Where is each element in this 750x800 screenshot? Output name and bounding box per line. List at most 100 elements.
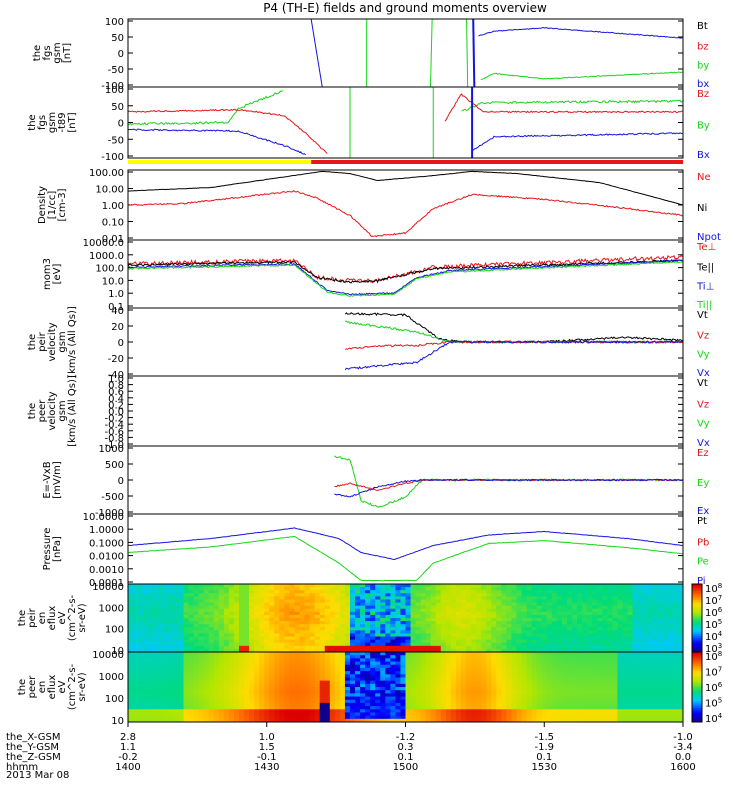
spectrogram-cell	[254, 614, 260, 619]
spectrogram-cell	[501, 658, 508, 663]
spectrogram-cell	[375, 674, 381, 679]
spectrogram-cell	[506, 687, 513, 691]
spectrogram-cell	[264, 614, 270, 619]
spectrogram-cell	[284, 699, 291, 704]
spectrogram-cell	[496, 608, 502, 613]
spectrogram-cell	[622, 648, 629, 652]
spectrogram-cell	[445, 624, 452, 628]
spectrogram-cell	[304, 652, 311, 656]
spectrogram-cell	[319, 652, 326, 656]
spectrogram-cell	[546, 677, 553, 682]
spectrogram-cell	[647, 621, 654, 625]
spectrogram-cell	[496, 590, 502, 594]
spectrogram-cell	[178, 690, 185, 694]
spectrogram-cell	[193, 611, 200, 616]
spectrogram-cell	[329, 611, 336, 616]
spectrogram-cell	[344, 680, 351, 685]
spectrogram-cell	[531, 596, 538, 601]
spectrogram-cell	[455, 636, 462, 641]
spectrogram-cell	[390, 677, 397, 682]
spectrogram-cell	[602, 642, 608, 647]
spectrogram-cell	[264, 715, 270, 720]
spectrogram-cell	[466, 618, 472, 622]
spectrogram-cell	[324, 690, 331, 694]
spectrogram-cell	[218, 630, 225, 635]
spectrogram-cell	[476, 674, 482, 679]
panel-ylabel-line: gsm	[47, 112, 58, 133]
spectrogram-cell	[566, 655, 573, 659]
spectrogram-cell	[289, 687, 296, 691]
spectrogram-cell	[556, 611, 563, 616]
spectrogram-cell	[531, 674, 538, 679]
spectrogram-cell	[536, 652, 543, 656]
legend-entry: bx	[697, 79, 709, 90]
spectrogram-cell	[572, 677, 578, 682]
spectrogram-cell	[455, 605, 462, 610]
spectrogram-cell	[304, 605, 311, 610]
spectrogram-cell	[455, 596, 462, 601]
spectrogram-cell	[597, 648, 603, 652]
spectrogram-cell	[491, 630, 497, 635]
spectrogram-cell	[339, 627, 346, 631]
spectrogram-cell	[612, 590, 619, 594]
spectrogram-cell	[637, 621, 644, 625]
trace-te-par	[128, 259, 683, 284]
panel-temperature: mom3 [eV]10000.01000.0100.010.01.00.1Te⊥T…	[42, 238, 716, 313]
spectrogram-cell	[193, 696, 200, 701]
spectrogram-cell	[304, 587, 311, 591]
spectrogram-cell	[551, 608, 558, 613]
spectrogram-cell	[400, 618, 407, 622]
spectrogram-cell	[602, 627, 608, 631]
spectrogram-cell	[602, 674, 608, 679]
spectrogram-cell	[466, 658, 472, 663]
spectrogram-cell	[355, 696, 361, 701]
spectrogram-cell	[158, 702, 164, 707]
spectrogram-cell	[218, 699, 225, 704]
spectrogram-cell	[244, 602, 250, 607]
spectrogram-cell	[309, 584, 316, 588]
spectrogram-cell	[178, 655, 185, 659]
spectrogram-cell	[395, 596, 402, 601]
spectrogram-cell	[415, 648, 422, 652]
spectrogram-cell	[264, 593, 270, 597]
spectrogram-cell	[148, 624, 154, 628]
spectrogram-cell	[233, 608, 240, 613]
spectrogram-cell	[385, 587, 391, 591]
spectrogram-cell	[551, 690, 558, 694]
spectrogram-cell	[370, 648, 376, 652]
spectrogram-cell	[531, 687, 538, 691]
spectrogram-cell	[612, 706, 619, 710]
spectrogram-cell	[289, 624, 296, 628]
spectrogram-cell	[385, 712, 391, 717]
spectrogram-cell	[536, 636, 543, 641]
spectrogram-cell	[213, 652, 220, 656]
spectrogram-cell	[188, 718, 195, 722]
spectrogram-cell	[173, 690, 180, 694]
spectrogram-cell	[324, 667, 331, 672]
spectrogram-cell	[299, 696, 306, 701]
spectrogram-cell	[541, 587, 548, 591]
spectrogram-cell	[420, 639, 427, 644]
spectrogram-cell	[385, 636, 391, 641]
spectrogram-cell	[188, 674, 195, 679]
spectrogram-cell	[244, 677, 250, 682]
spectrogram-cell	[481, 677, 487, 682]
spectrogram-cell	[344, 593, 351, 597]
spectrogram-cell	[516, 683, 523, 688]
spectrogram-cell	[506, 648, 513, 652]
spectrogram-cell	[279, 667, 286, 672]
spectrogram-cell	[450, 715, 457, 720]
spectrogram-cell	[183, 627, 190, 631]
spectrogram-cell	[269, 690, 275, 694]
panel-ylabel-line: the	[17, 610, 28, 626]
spectrogram-cell	[587, 593, 593, 597]
spectrogram-cell	[314, 664, 321, 669]
spectrogram-cell	[309, 690, 316, 694]
legend-entry: Vz	[697, 399, 709, 410]
spectrogram-cell	[198, 693, 205, 698]
spectrogram-cell	[284, 712, 291, 717]
spectrogram-cell	[163, 590, 169, 594]
spectrogram-cell	[420, 683, 427, 688]
spectrogram-cell	[168, 602, 175, 607]
spectrogram-cell	[228, 696, 235, 701]
